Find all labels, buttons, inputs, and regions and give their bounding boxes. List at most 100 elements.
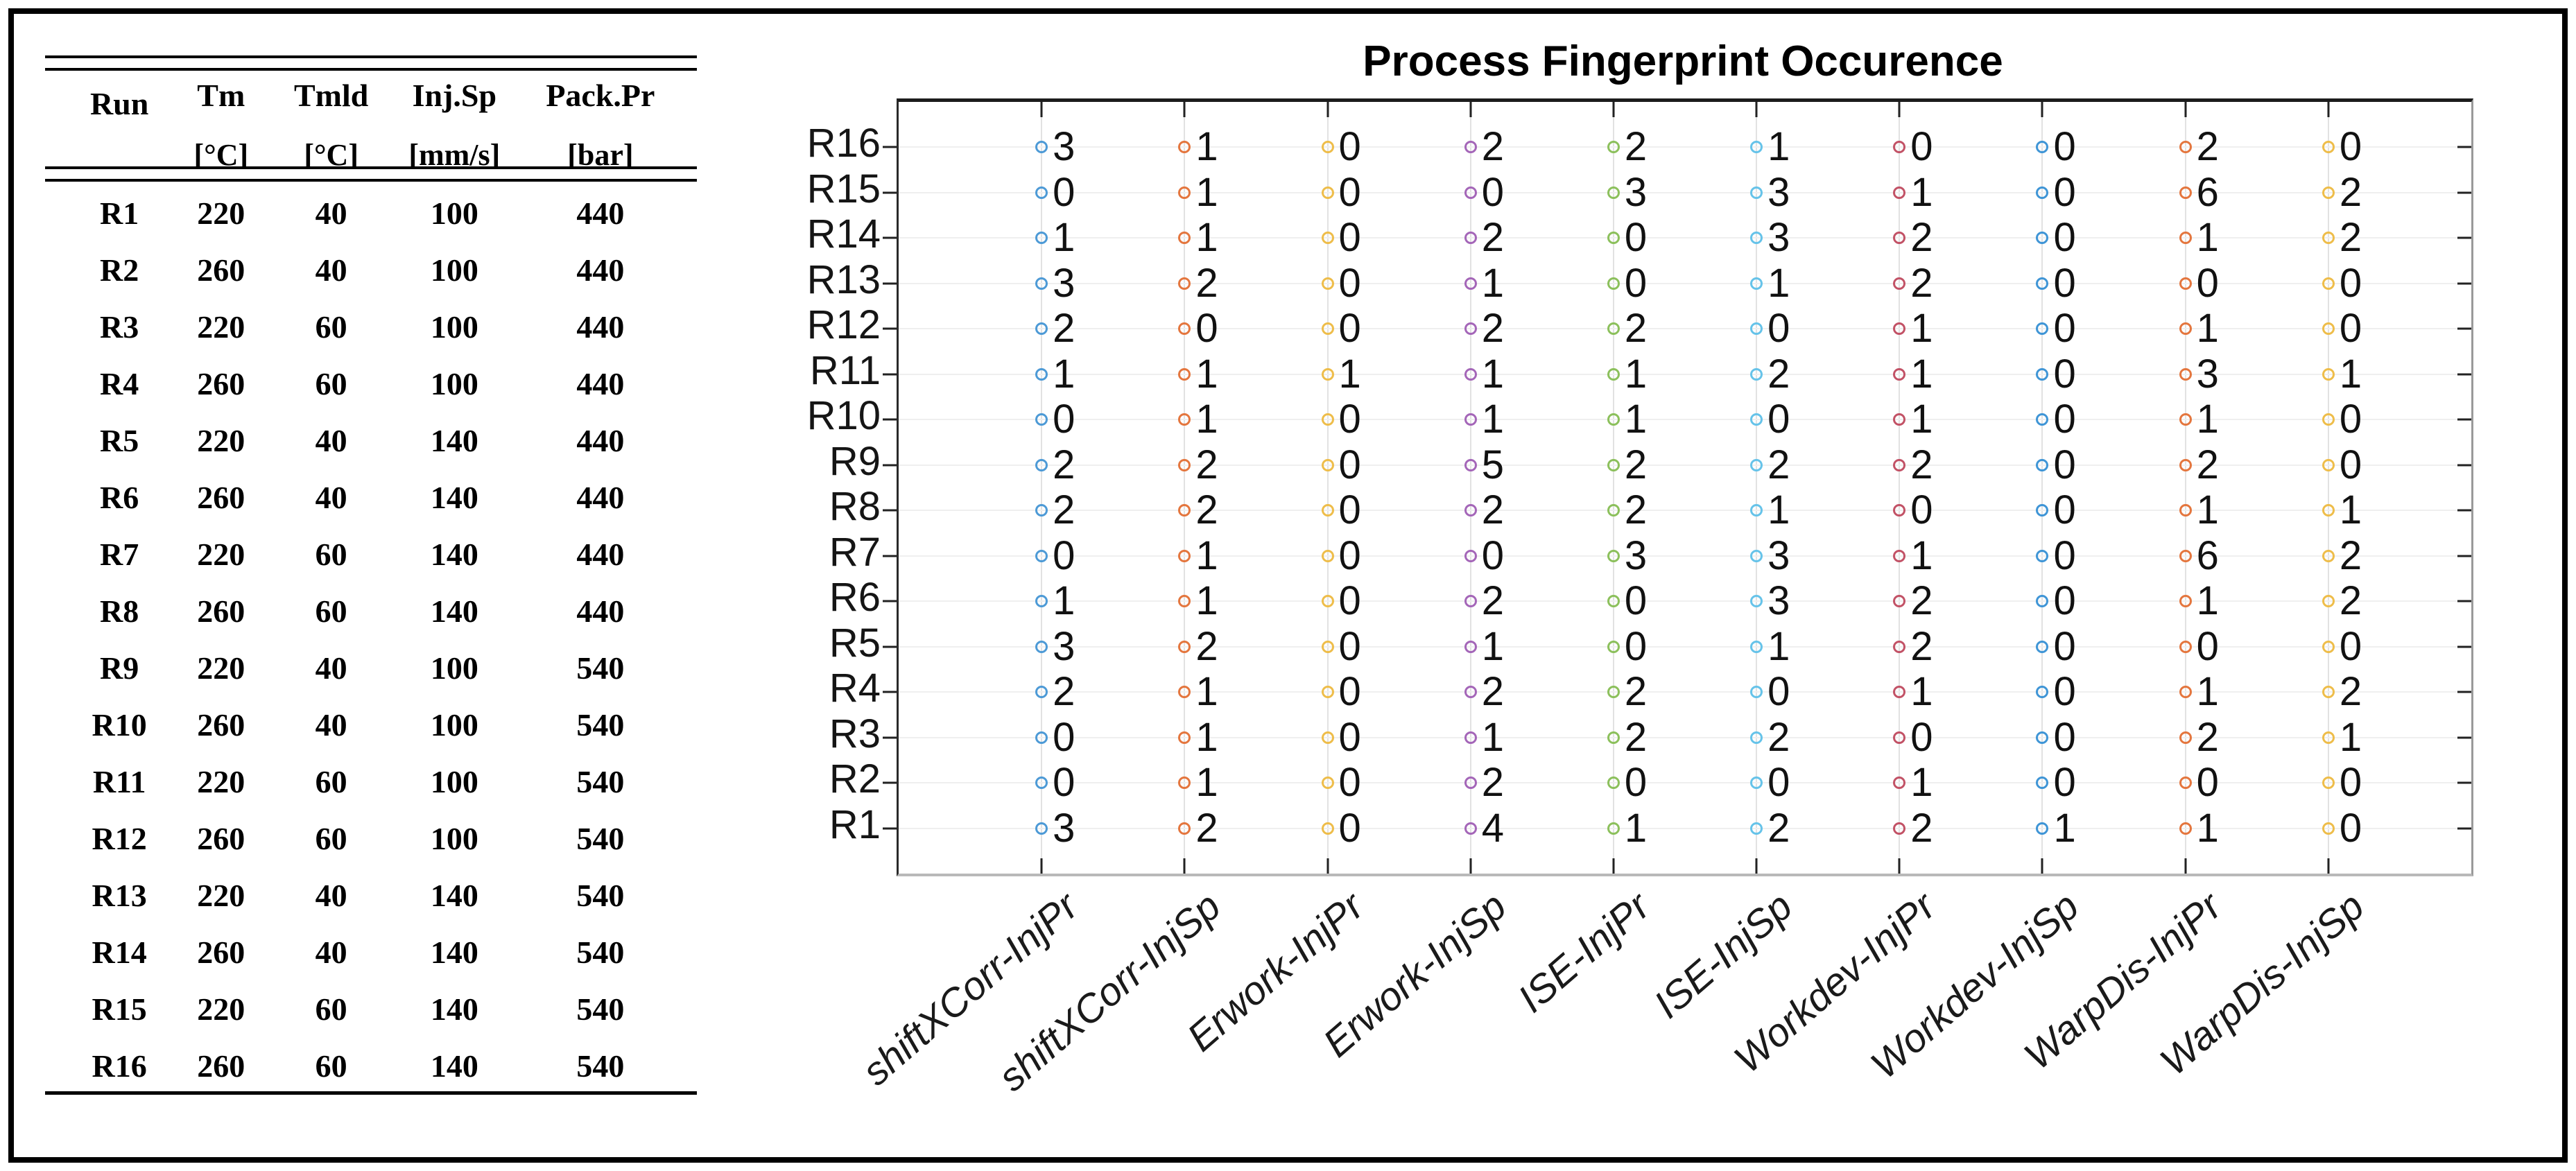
data-point-marker — [1178, 458, 1191, 471]
run-label-cell: R1 — [100, 196, 139, 231]
value-cell: 60 — [315, 593, 347, 629]
value-cell: 440 — [576, 537, 625, 572]
run-label-cell: R11 — [92, 764, 146, 799]
data-point-value: 1 — [1910, 351, 1933, 397]
data-point-marker — [1321, 186, 1334, 199]
data-point-value: 2 — [1195, 260, 1218, 306]
y-tick-right — [2457, 555, 2471, 557]
data-point-value: 0 — [1767, 760, 1790, 806]
y-axis-label: R7 — [829, 529, 881, 575]
data-point-marker — [1607, 141, 1620, 154]
data-point-value: 0 — [1053, 714, 1075, 760]
value-cell: 220 — [197, 650, 245, 686]
data-point-value: 0 — [1338, 532, 1361, 578]
value-cell: 440 — [576, 366, 625, 401]
data-point-value: 2 — [2196, 714, 2219, 760]
x-tick-bottom — [1183, 858, 1186, 874]
value-cell: 440 — [576, 252, 625, 288]
data-point-marker — [1750, 141, 1763, 154]
data-point-marker — [2179, 186, 2192, 199]
value-cell: 60 — [315, 991, 347, 1027]
data-point-marker — [2036, 777, 2049, 790]
data-point-marker — [2036, 232, 2049, 245]
value-cell: 220 — [197, 878, 245, 913]
value-cell: 220 — [197, 537, 245, 572]
data-point-marker — [1035, 731, 1048, 744]
run-label-cell: R9 — [100, 650, 139, 686]
data-point-marker — [2322, 777, 2335, 790]
value-cell: 40 — [315, 196, 347, 231]
data-point-value: 2 — [1624, 306, 1648, 352]
data-point-marker — [1750, 595, 1763, 608]
data-point-value: 0 — [1624, 260, 1648, 306]
data-point-value: 0 — [1338, 215, 1361, 261]
data-point-marker — [1035, 458, 1048, 471]
data-point-value: 1 — [1195, 714, 1218, 760]
data-point-marker — [1607, 367, 1620, 381]
data-point-value: 0 — [1338, 260, 1361, 306]
data-point-value: 1 — [1767, 623, 1790, 669]
value-cell: 540 — [576, 707, 625, 743]
x-tick-top — [1898, 102, 1901, 117]
data-point-value: 0 — [1767, 397, 1790, 442]
y-tick-left — [883, 736, 897, 739]
data-point-value: 0 — [2196, 623, 2219, 669]
data-point-marker — [1464, 549, 1477, 562]
value-cell: 100 — [430, 309, 478, 345]
data-point-value: 0 — [2053, 169, 2076, 215]
run-label-cell: R5 — [100, 423, 139, 458]
value-cell: 540 — [576, 878, 625, 913]
x-tick-top — [2041, 102, 2043, 117]
data-point-marker — [1321, 549, 1334, 562]
data-point-value: 4 — [1481, 805, 1504, 851]
y-tick-left — [883, 827, 897, 830]
h-gridline — [899, 419, 2471, 421]
value-cell: 440 — [576, 196, 625, 231]
data-point-marker — [1607, 822, 1620, 835]
data-point-marker — [1893, 458, 1906, 471]
data-point-marker — [1321, 777, 1334, 790]
data-point-marker — [1321, 640, 1334, 653]
data-point-value: 3 — [1767, 169, 1790, 215]
data-point-value: 2 — [1624, 124, 1648, 170]
y-tick-right — [2457, 645, 2471, 648]
data-point-value: 3 — [1624, 532, 1648, 578]
data-point-value: 1 — [2196, 805, 2219, 851]
data-point-value: 3 — [1767, 532, 1790, 578]
data-point-value: 1 — [1624, 351, 1648, 397]
data-point-marker — [2036, 458, 2049, 471]
data-point-marker — [1893, 640, 1906, 653]
y-tick-left — [883, 282, 897, 285]
data-point-marker — [1035, 640, 1048, 653]
data-point-marker — [2322, 640, 2335, 653]
data-point-value: 0 — [1910, 124, 1933, 170]
data-point-marker — [1607, 232, 1620, 245]
data-point-marker — [1607, 504, 1620, 517]
data-point-marker — [2322, 186, 2335, 199]
y-axis-label: R14 — [806, 211, 881, 257]
value-cell: 220 — [197, 423, 245, 458]
data-point-marker — [2322, 367, 2335, 381]
data-point-value: 2 — [1195, 487, 1218, 533]
value-cell: 40 — [315, 935, 347, 970]
value-cell: 220 — [197, 764, 245, 799]
data-point-value: 0 — [2196, 260, 2219, 306]
data-point-marker — [2036, 367, 2049, 381]
data-point-value: 0 — [2196, 760, 2219, 806]
value-cell: 260 — [197, 593, 245, 629]
data-point-marker — [2179, 549, 2192, 562]
y-axis-label: R6 — [829, 575, 881, 621]
data-point-value: 1 — [1481, 623, 1504, 669]
data-point-value: 1 — [1481, 260, 1504, 306]
value-cell: 60 — [315, 366, 347, 401]
data-point-value: 2 — [1624, 669, 1648, 715]
data-point-value: 0 — [2339, 124, 2362, 170]
data-point-value: 2 — [1767, 805, 1790, 851]
data-point-marker — [1464, 232, 1477, 245]
value-cell: 60 — [315, 309, 347, 345]
table-column-unit: [°C] — [304, 138, 358, 172]
data-point-marker — [1893, 186, 1906, 199]
data-point-value: 2 — [1624, 442, 1648, 487]
run-label-cell: R12 — [92, 821, 147, 856]
value-cell: 220 — [197, 991, 245, 1027]
